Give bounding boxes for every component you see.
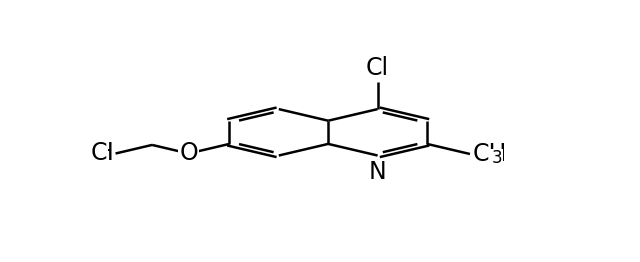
Text: N: N	[369, 160, 387, 184]
Text: Cl: Cl	[366, 56, 389, 80]
Text: O: O	[179, 141, 198, 166]
Text: 3: 3	[96, 149, 107, 167]
Text: CH: CH	[472, 142, 507, 166]
Text: H: H	[95, 141, 113, 166]
Text: 3: 3	[492, 149, 502, 167]
Text: C: C	[91, 141, 107, 166]
